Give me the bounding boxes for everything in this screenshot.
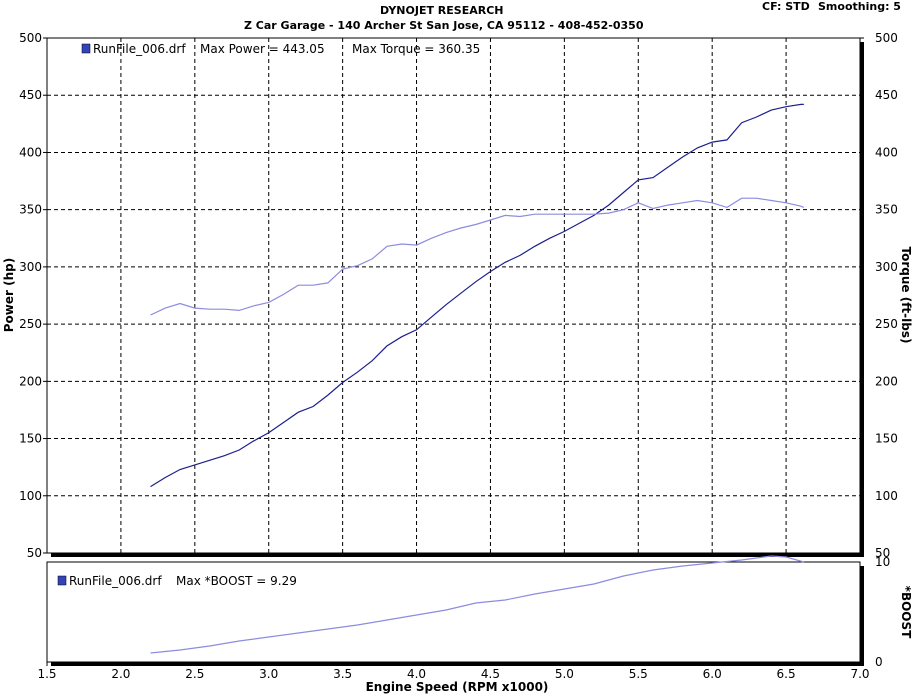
torque-tick-label: 100 — [875, 489, 898, 503]
chart-subtitle: Z Car Garage - 140 Archer St San Jose, C… — [244, 19, 644, 32]
torque-tick-label: 500 — [875, 31, 898, 45]
bottom-series — [150, 555, 804, 654]
power-tick-label: 200 — [19, 374, 42, 388]
boost-axis-ticks: 0 10 — [875, 555, 890, 669]
power-tick-label: 450 — [19, 88, 42, 102]
smoothing-label: Smoothing: 5 — [818, 0, 901, 13]
boost-line — [150, 555, 804, 654]
chart-title: DYNOJET RESEARCH — [380, 4, 504, 17]
rpm-tick-label: 2.0 — [111, 667, 130, 681]
torque-tick-label: 200 — [875, 374, 898, 388]
torque-tick-label: 350 — [875, 203, 898, 217]
power-tick-label: 150 — [19, 432, 42, 446]
legend-max-boost: Max *BOOST = 9.29 — [176, 574, 297, 588]
boost-legend-marker — [57, 575, 67, 586]
boost-tick-label: 10 — [875, 555, 890, 569]
rpm-tick-label: 7.0 — [850, 667, 869, 681]
torque-axis-label: Torque (ft-lbs) — [899, 247, 913, 344]
rpm-tick-label: 5.0 — [555, 667, 574, 681]
power-tick-label: 350 — [19, 203, 42, 217]
rpm-tick-label: 3.5 — [333, 667, 352, 681]
bottom-panel-frame — [46, 561, 861, 663]
power-legend-marker — [81, 43, 91, 54]
power-tick-label: 250 — [19, 317, 42, 331]
power-tick-label: 400 — [19, 145, 42, 159]
torque-tick-label: 50 — [875, 546, 890, 560]
legend-max-power: Max Power = 443.05 — [200, 42, 325, 56]
top-panel-frame — [46, 37, 861, 554]
torque-tick-label: 250 — [875, 317, 898, 331]
torque-tick-label: 300 — [875, 260, 898, 274]
rpm-tick-label: 6.0 — [703, 667, 722, 681]
power-line — [150, 103, 804, 488]
rpm-axis-label: Engine Speed (RPM x1000) — [366, 680, 549, 694]
torque-line — [150, 197, 805, 316]
boost-tick-label: 0 — [875, 655, 883, 669]
power-axis-ticks: 50 100 150 200 250 300 350 400 450 500 — [19, 31, 47, 560]
power-tick-label: 100 — [19, 489, 42, 503]
power-tick-label: 500 — [19, 31, 42, 45]
power-tick-label: 300 — [19, 260, 42, 274]
top-grid — [47, 38, 860, 553]
torque-tick-label: 400 — [875, 145, 898, 159]
legend-max-torque: Max Torque = 360.35 — [352, 42, 480, 56]
boost-panel: 1.5 2.0 2.5 3.0 3.5 4.0 4.5 5.0 5.5 6.0 6.5 7.0 0 10… — [37, 555, 913, 694]
top-series — [150, 103, 805, 488]
rpm-tick-label: 6.5 — [777, 667, 796, 681]
cf-label: CF: STD — [762, 0, 810, 13]
legend-file-top: RunFile_006.drf — [93, 42, 186, 56]
boost-axis-label: *BOOST — [899, 586, 913, 639]
rpm-axis-ticks: 1.5 2.0 2.5 3.0 3.5 4.0 4.5 5.0 5.5 6.0 6.5 7.0 — [37, 662, 870, 681]
rpm-tick-label: 5.5 — [629, 667, 648, 681]
rpm-tick-label: 3.0 — [259, 667, 278, 681]
torque-tick-label: 150 — [875, 432, 898, 446]
power-axis-label: Power (hp) — [2, 258, 16, 332]
power-tick-label: 50 — [27, 546, 42, 560]
rpm-tick-label: 4.0 — [407, 667, 426, 681]
torque-tick-label: 450 — [875, 88, 898, 102]
rpm-tick-label: 1.5 — [37, 667, 56, 681]
rpm-tick-label: 2.5 — [185, 667, 204, 681]
power-torque-panel: 50 100 150 200 250 300 350 400 450 500 50 100 150 20… — [2, 31, 913, 560]
torque-axis-ticks: 50 100 150 200 250 300 350 400 450 500 — [860, 31, 898, 560]
legend-file-bottom: RunFile_006.drf — [69, 574, 162, 588]
rpm-tick-label: 4.5 — [481, 667, 500, 681]
